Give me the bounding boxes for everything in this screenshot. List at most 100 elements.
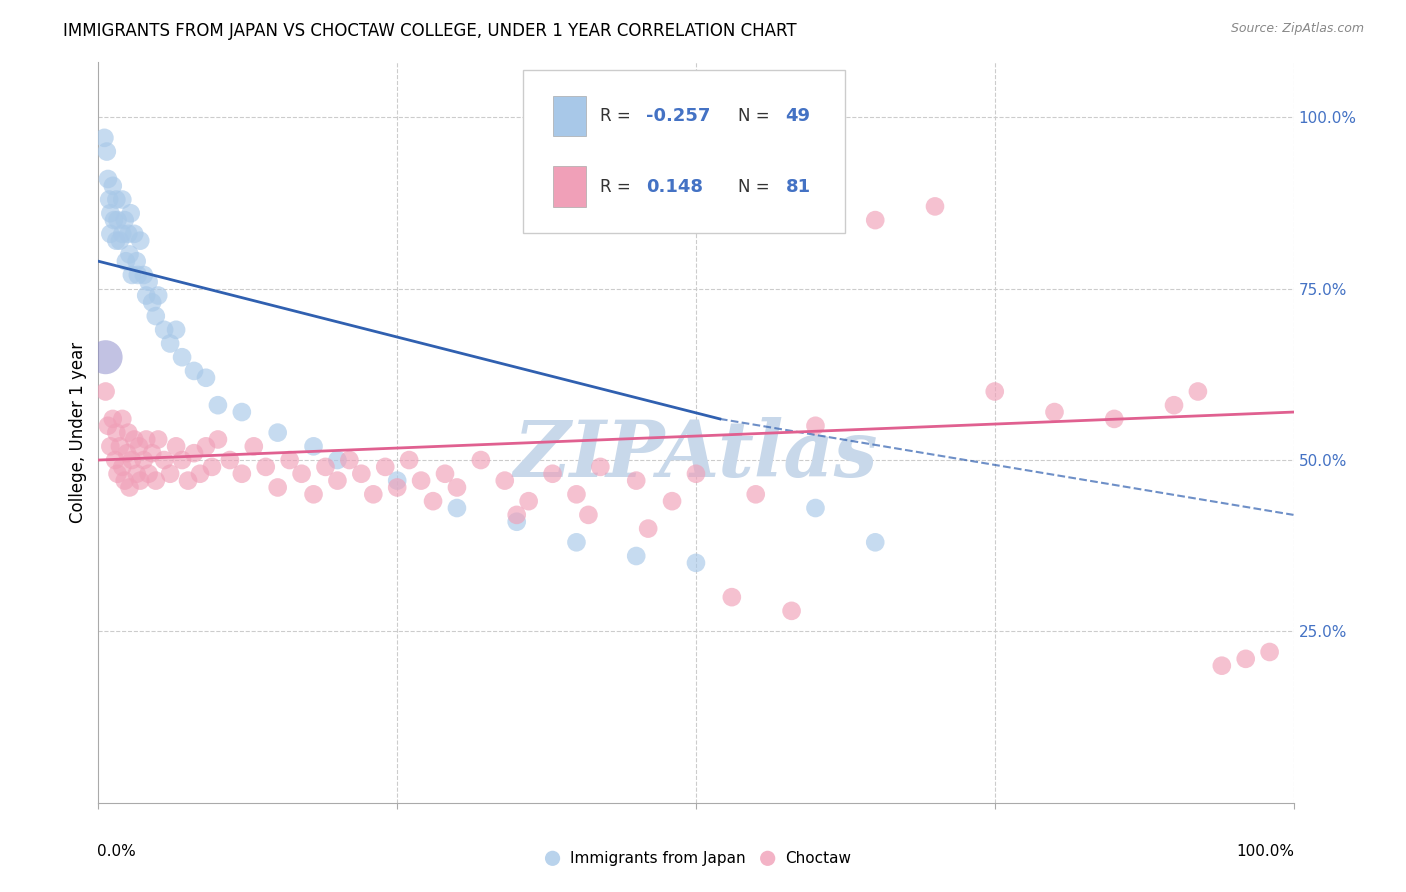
Point: [153, 453, 176, 467]
Point: [111, 193, 134, 207]
Point: [243, 439, 266, 453]
Point: [721, 590, 744, 604]
Point: [578, 508, 600, 522]
Point: [541, 467, 564, 481]
Point: [1234, 652, 1257, 666]
Point: [804, 501, 827, 516]
Point: [188, 467, 211, 481]
Point: [135, 288, 157, 302]
Point: [302, 439, 325, 453]
Point: [96, 145, 118, 159]
Point: [506, 515, 529, 529]
Text: 100.0%: 100.0%: [1237, 844, 1295, 858]
Point: [984, 384, 1007, 399]
Text: R =: R =: [600, 107, 637, 125]
Point: [1163, 398, 1185, 412]
Point: [219, 453, 242, 467]
Point: [135, 433, 157, 447]
Point: [195, 371, 218, 385]
Point: [138, 275, 160, 289]
Point: [159, 336, 181, 351]
Text: Source: ZipAtlas.com: Source: ZipAtlas.com: [1230, 22, 1364, 36]
Point: [153, 323, 176, 337]
FancyBboxPatch shape: [523, 70, 845, 233]
Point: [267, 480, 290, 494]
Point: [141, 295, 163, 310]
Point: [93, 131, 115, 145]
Point: [339, 453, 361, 467]
Point: [108, 234, 131, 248]
Point: [117, 227, 139, 241]
Point: [118, 247, 141, 261]
Point: [120, 206, 142, 220]
Point: [446, 501, 468, 516]
Point: [125, 467, 148, 481]
Bar: [553, 95, 586, 136]
Point: [626, 474, 648, 488]
Point: [1258, 645, 1281, 659]
Point: [145, 474, 167, 488]
Text: -0.257: -0.257: [645, 107, 710, 125]
Point: [183, 364, 205, 378]
Point: [924, 199, 946, 213]
Point: [98, 439, 122, 453]
Point: [780, 604, 803, 618]
Point: [111, 412, 134, 426]
Text: R =: R =: [600, 178, 637, 196]
Point: [124, 227, 146, 241]
Point: [1043, 405, 1066, 419]
Point: [207, 398, 229, 412]
Text: Immigrants from Japan: Immigrants from Japan: [571, 851, 747, 866]
Point: [148, 433, 170, 447]
Point: [494, 474, 516, 488]
Point: [111, 227, 134, 241]
Point: [132, 268, 155, 282]
Point: [115, 254, 138, 268]
Point: [107, 467, 129, 481]
Point: [302, 487, 325, 501]
Bar: [553, 166, 586, 207]
Point: [756, 847, 779, 862]
Point: [115, 446, 138, 460]
Point: [745, 487, 768, 501]
Point: [117, 425, 139, 440]
Point: [124, 433, 146, 447]
Point: [541, 847, 564, 862]
Point: [98, 193, 121, 207]
Point: [385, 474, 409, 488]
Text: N =: N =: [738, 107, 775, 125]
Point: [127, 268, 149, 282]
Point: [94, 384, 117, 399]
Point: [121, 268, 143, 282]
Point: [101, 178, 124, 193]
Point: [685, 556, 707, 570]
Point: [138, 467, 160, 481]
Point: [804, 418, 827, 433]
Point: [231, 467, 253, 481]
Point: [98, 227, 122, 241]
Point: [207, 433, 229, 447]
Point: [517, 494, 540, 508]
Text: IMMIGRANTS FROM JAPAN VS CHOCTAW COLLEGE, UNDER 1 YEAR CORRELATION CHART: IMMIGRANTS FROM JAPAN VS CHOCTAW COLLEGE…: [63, 22, 797, 40]
Point: [254, 459, 277, 474]
Point: [105, 193, 128, 207]
Point: [145, 309, 167, 323]
Point: [132, 453, 155, 467]
Point: [148, 288, 170, 302]
Point: [94, 350, 117, 364]
Point: [114, 213, 136, 227]
Point: [1104, 412, 1126, 426]
Point: [177, 474, 200, 488]
Point: [865, 213, 887, 227]
Point: [105, 425, 128, 440]
Text: 49: 49: [786, 107, 811, 125]
Point: [114, 474, 136, 488]
Y-axis label: College, Under 1 year: College, Under 1 year: [69, 342, 87, 524]
Point: [589, 459, 612, 474]
Point: [111, 459, 134, 474]
Text: ZIPAtlas: ZIPAtlas: [513, 417, 879, 493]
Point: [326, 453, 349, 467]
Point: [626, 549, 648, 563]
Text: 0.148: 0.148: [645, 178, 703, 196]
Point: [470, 453, 492, 467]
